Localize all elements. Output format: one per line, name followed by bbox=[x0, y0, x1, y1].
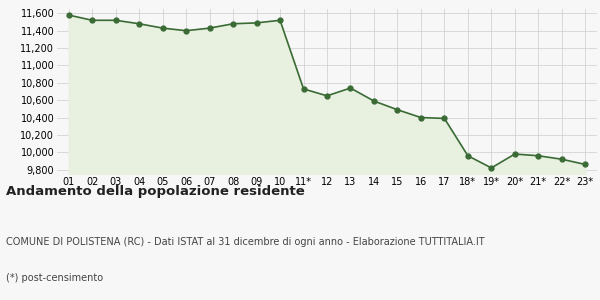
Text: COMUNE DI POLISTENA (RC) - Dati ISTAT al 31 dicembre di ogni anno - Elaborazione: COMUNE DI POLISTENA (RC) - Dati ISTAT al… bbox=[6, 237, 485, 247]
Text: (*) post-censimento: (*) post-censimento bbox=[6, 273, 103, 283]
Text: Andamento della popolazione residente: Andamento della popolazione residente bbox=[6, 184, 305, 197]
